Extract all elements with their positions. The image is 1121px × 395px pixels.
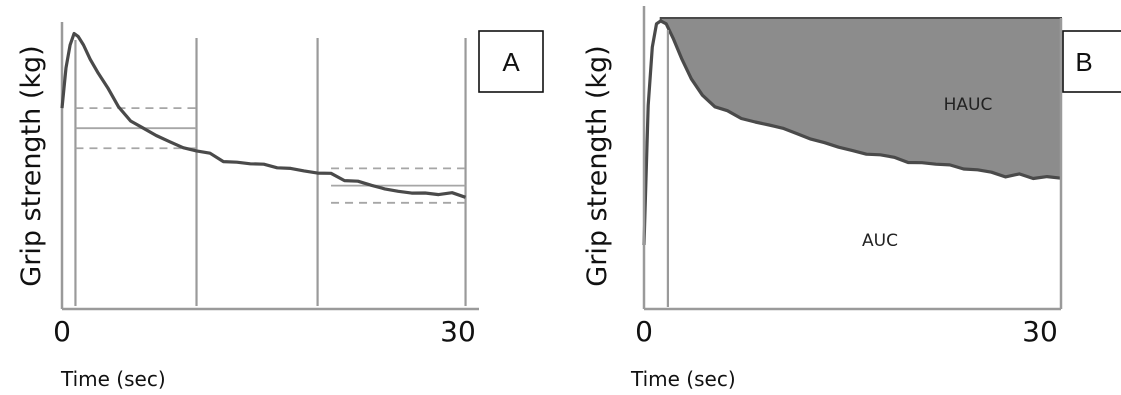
panel-b: Grip strength (kg) HAUC AUC 0 30 Time (s… xyxy=(582,6,1121,391)
panel-a-bands xyxy=(75,107,466,204)
panel-a-x-tick-30: 30 xyxy=(440,315,476,348)
panel-a-y-axis-label: Grip strength (kg) xyxy=(16,45,47,286)
panel-b-label-box xyxy=(1062,30,1121,93)
panel-a-label: A xyxy=(502,47,520,77)
panel-b-hauc-label: HAUC xyxy=(944,95,993,115)
panel-b-grip-trace xyxy=(642,19,1062,246)
panel-a-label-box xyxy=(478,30,544,93)
panel-a-x-tick-0: 0 xyxy=(53,315,71,348)
panel-b-label: B xyxy=(1075,47,1092,77)
panel-b-x-axis-label: Time (sec) xyxy=(630,367,736,391)
panel-a-x-axis-label: Time (sec) xyxy=(60,367,166,391)
panel-a: Grip strength (kg) 0 30 Time (sec) A xyxy=(16,22,544,391)
panel-a-phase-lines xyxy=(74,38,467,306)
panel-b-x-tick-30: 30 xyxy=(1022,315,1058,348)
panel-b-hauc-area xyxy=(659,17,1062,180)
panel-b-x-tick-0: 0 xyxy=(635,315,653,348)
panel-b-y-axis-label: Grip strength (kg) xyxy=(582,45,613,286)
panel-b-auc-label: AUC xyxy=(862,231,898,251)
panel-a-grip-trace xyxy=(60,31,467,199)
